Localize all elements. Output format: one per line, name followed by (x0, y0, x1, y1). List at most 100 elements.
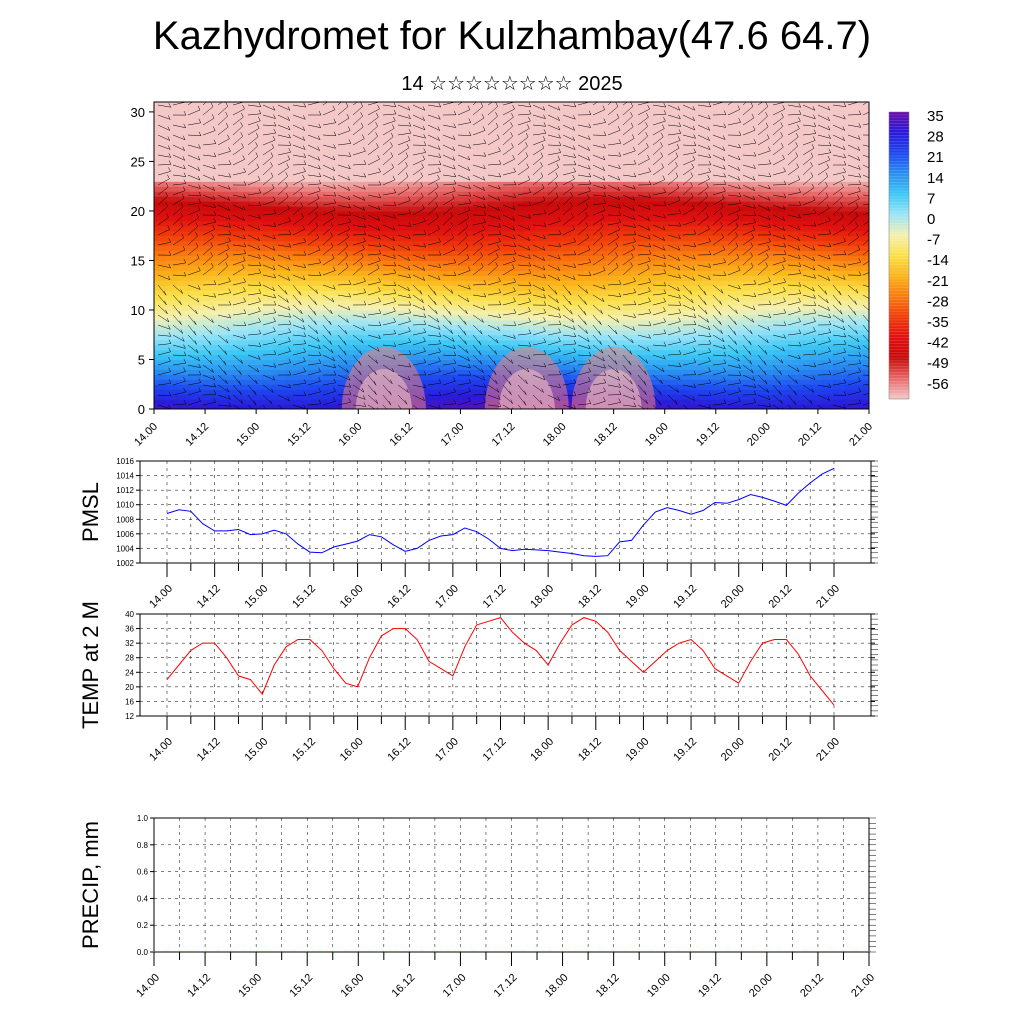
heat-cell (297, 334, 310, 341)
heat-cell (177, 275, 191, 281)
heat-cell (583, 215, 596, 222)
heat-cell (380, 146, 393, 153)
heat-cell (547, 196, 560, 202)
heat-cell (320, 240, 334, 247)
heat-cell (201, 136, 215, 143)
heat-cell (678, 339, 691, 346)
heat-cell (785, 374, 799, 380)
heat-cell (571, 314, 584, 321)
heat-cell (773, 220, 787, 227)
heat-cell (487, 225, 501, 232)
heat-cell (404, 166, 417, 172)
wind-barb-flag (422, 106, 426, 111)
heat-cell (392, 171, 405, 177)
heat-cell (261, 245, 274, 252)
heat-cell (368, 205, 382, 212)
heat-cell (308, 404, 322, 409)
heat-cell (344, 275, 358, 281)
heat-cell (273, 106, 286, 113)
wind-barb-flag (243, 287, 246, 292)
heat-cell (273, 285, 286, 291)
wind-barb (307, 215, 318, 226)
heat-cell (523, 300, 536, 306)
heat-cell (511, 260, 525, 266)
heat-cell (797, 364, 811, 370)
wind-barb-flag (406, 183, 410, 189)
heat-cell (285, 225, 298, 232)
heat-cell (451, 131, 465, 138)
wind-barb (367, 290, 381, 296)
heat-cell (499, 215, 513, 222)
heat-cell (332, 404, 346, 409)
heat-cell (368, 166, 382, 172)
heat-cell (833, 166, 846, 172)
wind-barb-flag (224, 370, 227, 376)
heat-cell (821, 354, 834, 361)
wind-barb (277, 384, 291, 389)
heat-cell (642, 111, 656, 118)
wind-barb-flag (300, 202, 303, 207)
heat-cell (571, 250, 584, 257)
heat-cell (344, 106, 358, 113)
wind-barb-flag (375, 359, 379, 364)
heat-cell (416, 354, 429, 361)
wind-barb (157, 104, 171, 108)
heat-cell (380, 205, 393, 212)
wind-barb (322, 334, 332, 345)
heat-cell (630, 324, 644, 331)
heat-cell (308, 230, 322, 237)
wind-barb-flag (330, 309, 333, 315)
wind-barb (232, 234, 246, 240)
heat-cell (571, 141, 584, 148)
heat-cell (154, 324, 167, 331)
wind-barb-flag (302, 126, 306, 131)
heat-cell (189, 255, 203, 262)
wind-barb (247, 321, 261, 326)
wind-barb (397, 274, 411, 279)
heat-cell (165, 210, 179, 217)
heat-cell (690, 102, 703, 108)
heat-cell (535, 255, 548, 262)
wind-barb-flag (287, 305, 291, 311)
heat-cell (285, 230, 298, 237)
heat-cell (344, 339, 358, 346)
heat-cell (523, 314, 536, 321)
heat-cell (594, 235, 608, 242)
wind-barb-flag (239, 390, 242, 395)
wind-barb (382, 404, 388, 409)
heat-cell (463, 324, 477, 331)
heat-cell (654, 319, 668, 326)
wind-barb-flag (348, 203, 351, 209)
heat-cell (297, 309, 310, 316)
heat-cell (606, 290, 620, 296)
heat-cell (392, 270, 405, 276)
heat-cell (356, 235, 370, 242)
wind-barb-flag (333, 144, 336, 149)
heat-cell (785, 334, 799, 341)
heat-cell (428, 399, 441, 405)
heat-cell (225, 379, 239, 385)
heat-cell (356, 186, 370, 192)
heat-cell (749, 106, 763, 113)
heat-cell (845, 126, 858, 133)
wind-barb (442, 124, 456, 128)
wind-barb-flag (243, 321, 247, 326)
heat-cell (773, 136, 787, 143)
wind-barb (427, 351, 441, 356)
wind-barb-flag (285, 192, 289, 198)
wind-barb (382, 204, 397, 206)
heat-cell (809, 319, 822, 326)
heat-cell (714, 255, 727, 262)
heat-cell (547, 156, 560, 163)
heat-cell (368, 255, 382, 262)
heat-cell (642, 161, 656, 167)
heat-cell (821, 106, 834, 113)
wind-barb (307, 249, 321, 256)
heat-cell (261, 146, 274, 153)
heat-cell (857, 384, 869, 390)
heat-cell (463, 201, 477, 207)
wind-barb (337, 402, 351, 406)
heat-cell (308, 270, 322, 276)
heat-cell (237, 384, 250, 390)
heat-cell (809, 394, 822, 400)
